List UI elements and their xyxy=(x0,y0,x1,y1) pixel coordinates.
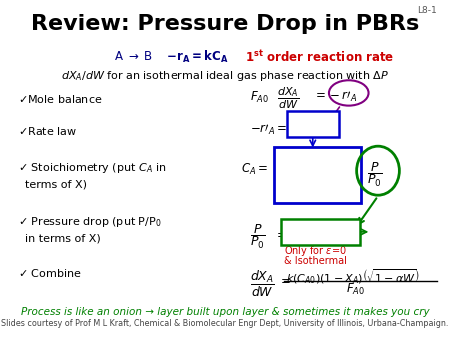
Text: $0$: $0$ xyxy=(302,189,310,201)
Text: $\checkmark$ Pressure drop (put P/P$_0$: $\checkmark$ Pressure drop (put P/P$_0$ xyxy=(18,215,162,228)
Text: $C_A =$: $C_A =$ xyxy=(241,162,268,177)
Text: in terms of X): in terms of X) xyxy=(18,233,101,243)
FancyBboxPatch shape xyxy=(274,147,361,203)
Text: $\checkmark$ Stoichiometry (put $C_A$ in: $\checkmark$ Stoichiometry (put $C_A$ in xyxy=(18,161,166,174)
Text: & Isothermal: & Isothermal xyxy=(284,256,346,266)
Text: $\checkmark$ Combine: $\checkmark$ Combine xyxy=(18,267,82,279)
Text: $\mathbf{1^{st}}$ order reaction rate: $\mathbf{1^{st}}$ order reaction rate xyxy=(245,49,394,65)
Text: $k(C_{A0})(1-X_A)\left(\sqrt{1-\alpha W}\right)$: $k(C_{A0})(1-X_A)\left(\sqrt{1-\alpha W}… xyxy=(286,267,420,286)
Text: $\sqrt{1-\alpha W}$: $\sqrt{1-\alpha W}$ xyxy=(289,225,342,244)
FancyBboxPatch shape xyxy=(287,111,339,137)
Text: Process is like an onion → layer built upon layer & sometimes it makes you cry: Process is like an onion → layer built u… xyxy=(21,307,429,317)
Text: $\dfrac{dX_A}{dW}$: $\dfrac{dX_A}{dW}$ xyxy=(250,269,274,299)
Text: $\dfrac{dX_A}{dW}$: $\dfrac{dX_A}{dW}$ xyxy=(277,86,299,112)
Text: Only for $\varepsilon$=0: Only for $\varepsilon$=0 xyxy=(284,244,346,258)
Text: $C_{A0}(1-X_A)$: $C_{A0}(1-X_A)$ xyxy=(284,154,346,167)
Text: $\dfrac{P}{P_0}$: $\dfrac{P}{P_0}$ xyxy=(367,161,382,189)
Text: $F_{A0}$: $F_{A0}$ xyxy=(346,282,365,297)
Text: $\checkmark$Mole balance: $\checkmark$Mole balance xyxy=(18,93,103,105)
Text: $\checkmark$Rate law: $\checkmark$Rate law xyxy=(18,125,77,137)
Text: $1+\varepsilon X_A$: $1+\varepsilon X_A$ xyxy=(284,174,324,188)
Text: L8-1: L8-1 xyxy=(417,6,436,15)
Text: $=$: $=$ xyxy=(274,227,287,240)
Text: $dX_A/dW$ for an isothermal ideal gas phase reaction with $\Delta P$: $dX_A/dW$ for an isothermal ideal gas ph… xyxy=(61,69,389,83)
Text: terms of X): terms of X) xyxy=(18,179,87,189)
Text: $-r\prime_A =$: $-r\prime_A =$ xyxy=(250,123,287,138)
Text: Review: Pressure Drop in PBRs: Review: Pressure Drop in PBRs xyxy=(31,14,419,33)
FancyBboxPatch shape xyxy=(281,219,360,245)
Text: $=$: $=$ xyxy=(278,273,291,286)
Text: $\dfrac{P}{P_0}$: $\dfrac{P}{P_0}$ xyxy=(250,223,265,251)
Text: $F_{A0}$: $F_{A0}$ xyxy=(250,90,269,105)
Text: $= -r\prime_A$: $= -r\prime_A$ xyxy=(313,90,357,104)
Text: A $\rightarrow$ B    $\mathbf{-r_A = kC_A}$: A $\rightarrow$ B $\mathbf{-r_A = kC_A}$ xyxy=(114,49,228,65)
Text: $kC_A^2$: $kC_A^2$ xyxy=(295,122,317,142)
Text: Slides courtesy of Prof M L Kraft, Chemical & Biomolecular Engr Dept, University: Slides courtesy of Prof M L Kraft, Chemi… xyxy=(1,319,449,329)
